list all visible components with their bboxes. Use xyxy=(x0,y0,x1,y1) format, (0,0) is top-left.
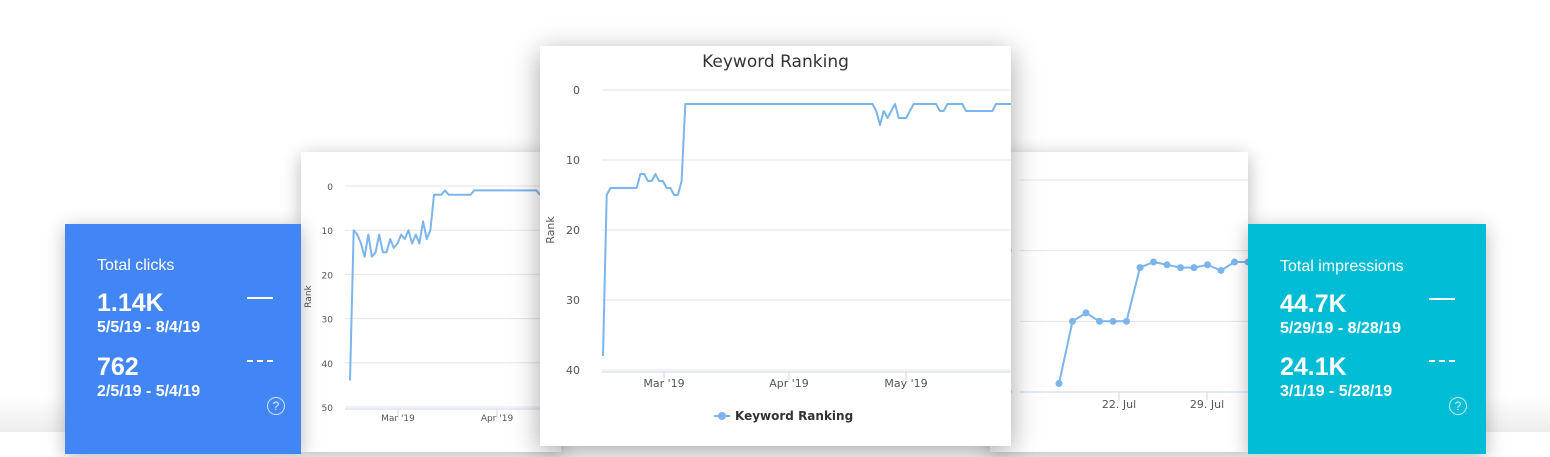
y-axis-label: Rank xyxy=(304,284,314,307)
data-point xyxy=(1231,258,1238,266)
left-rank-chart: 0 10 20 30 40 50 Mar '19 Apr '19 Rank xyxy=(304,183,561,424)
y-tick-label: 10 xyxy=(322,227,334,237)
data-point xyxy=(1082,309,1090,317)
data-point xyxy=(1109,317,1117,325)
x-tick-label: 22. Jul xyxy=(1102,398,1136,411)
total-clicks-card[interactable]: Total clicks 1.14K 5/5/19 - 8/4/19 762 2… xyxy=(65,224,301,454)
y-tick-label: 0 xyxy=(573,84,580,97)
data-point xyxy=(1055,380,1063,388)
previous-period-dashed-line xyxy=(247,360,273,362)
y-tick-label: 10 xyxy=(566,154,580,167)
clicks-current-value: 1.14K xyxy=(97,289,164,317)
y-tick-label: 50 xyxy=(322,404,334,414)
left-rank-chart-panel: 0 10 20 30 40 50 Mar '19 Apr '19 Rank xyxy=(301,152,561,452)
data-point xyxy=(1096,317,1103,325)
clicks-current-range: 5/5/19 - 8/4/19 xyxy=(97,319,201,336)
clicks-previous-range: 2/5/19 - 5/4/19 xyxy=(97,383,201,400)
x-tick-label: Apr '19 xyxy=(769,377,809,390)
data-point xyxy=(1069,317,1076,325)
previous-period-dashed-line xyxy=(1429,360,1455,362)
y-tick-label: 0 xyxy=(327,183,333,193)
series-line xyxy=(602,103,1011,357)
y-tick-label: 20 xyxy=(566,224,580,237)
help-icon[interactable]: ? xyxy=(1449,397,1467,415)
clicks-previous-value: 762 xyxy=(97,353,139,381)
data-point xyxy=(1217,266,1225,274)
total-clicks-title: Total clicks xyxy=(97,257,175,274)
series-line xyxy=(1058,261,1248,384)
impressions-previous-value: 24.1K xyxy=(1280,353,1347,381)
current-period-solid-line xyxy=(247,297,273,299)
legend-label: Keyword Ranking xyxy=(735,409,853,423)
data-point xyxy=(1204,261,1211,269)
total-impressions-card[interactable]: Total impressions 44.7K 5/29/19 - 8/28/1… xyxy=(1248,224,1486,454)
series-line xyxy=(349,189,541,381)
data-point xyxy=(1150,258,1157,266)
impressions-current-range: 5/29/19 - 8/28/19 xyxy=(1280,320,1401,337)
impressions-previous-range: 3/1/19 - 5/28/19 xyxy=(1280,383,1393,400)
data-point xyxy=(1190,264,1198,272)
data-point xyxy=(1136,264,1144,272)
x-tick-label: Mar '19 xyxy=(381,414,415,424)
total-impressions-title: Total impressions xyxy=(1280,258,1404,275)
x-tick-label: May '19 xyxy=(884,377,927,390)
y-tick-label: 40 xyxy=(322,360,334,370)
x-tick-label: 29. Jul xyxy=(1190,398,1224,411)
impressions-current-value: 44.7K xyxy=(1280,290,1347,318)
current-period-solid-line xyxy=(1429,298,1455,300)
x-tick-label: Mar '19 xyxy=(643,377,684,390)
y-axis-label: Rank xyxy=(544,216,557,244)
chart-title: Keyword Ranking xyxy=(702,52,849,72)
data-point xyxy=(1163,261,1171,269)
keyword-ranking-chart-panel: 0 10 20 30 40 Mar '19 Apr '19 May '19 Rank Keywor… xyxy=(540,46,1011,446)
y-tick-label: 20 xyxy=(322,271,334,281)
y-tick-label: 30 xyxy=(566,294,580,307)
help-icon[interactable]: ? xyxy=(267,397,285,415)
data-point xyxy=(1177,264,1184,272)
legend-marker xyxy=(718,412,726,420)
y-tick-label: 40 xyxy=(566,364,580,377)
y-tick-label: 30 xyxy=(322,316,334,326)
x-tick-label: Apr '19 xyxy=(481,414,514,424)
data-point xyxy=(1123,317,1130,325)
keyword-ranking-chart: 0 10 20 30 40 Mar '19 Apr '19 May '19 Rank Keywor… xyxy=(544,52,1011,423)
